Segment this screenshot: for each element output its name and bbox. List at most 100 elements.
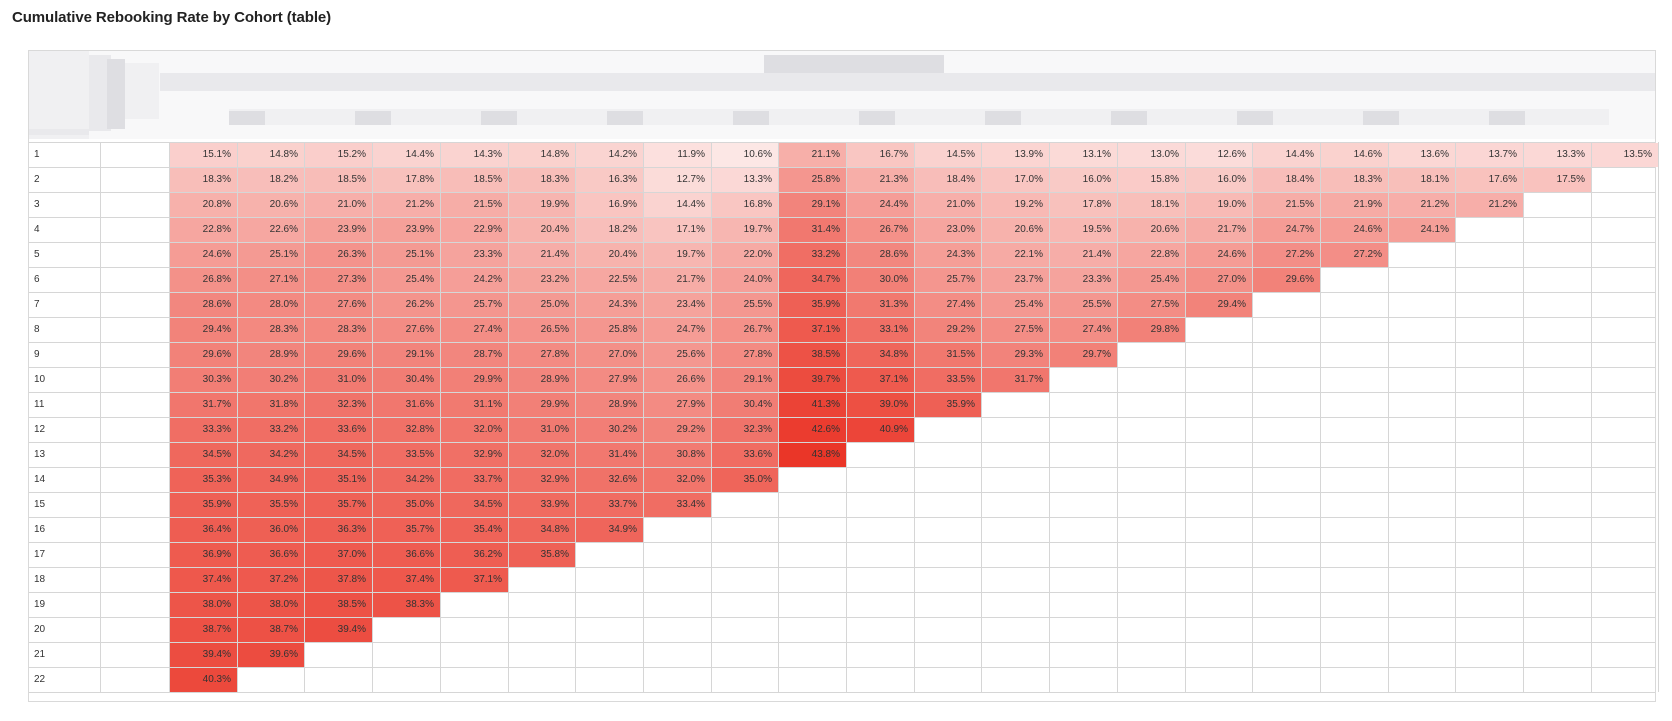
heatmap-cell: 17.1% (644, 218, 711, 242)
heatmap-cell: 26.7% (712, 318, 778, 342)
heatmap-cell: 28.9% (238, 343, 304, 367)
heatmap-cell: 14.8% (509, 143, 575, 167)
heatmap-cell: 23.9% (305, 218, 372, 242)
heatmap-cell: 33.2% (779, 243, 846, 267)
heatmap-cell: 18.5% (305, 168, 372, 192)
heatmap-cell: 17.8% (373, 168, 440, 192)
heatmap-cell: 33.2% (238, 418, 304, 442)
heatmap-cell: 35.7% (305, 493, 372, 517)
heatmap-cell: 25.7% (915, 268, 981, 292)
heatmap-cell: 21.5% (441, 193, 508, 217)
cohort-row-label: 1 (34, 149, 40, 160)
heatmap-cell: 43.8% (779, 443, 846, 467)
heatmap-cell: 22.5% (576, 268, 643, 292)
heatmap-cell: 26.2% (373, 293, 440, 317)
heatmap-cell: 15.2% (305, 143, 372, 167)
heatmap-cell: 33.7% (441, 468, 508, 492)
heatmap-cell: 21.5% (1253, 193, 1320, 217)
heatmap-cell: 17.0% (982, 168, 1049, 192)
heatmap-cell: 29.6% (170, 343, 237, 367)
heatmap-cell: 27.0% (576, 343, 643, 367)
cohort-row-label: 8 (34, 324, 40, 335)
heatmap-cell: 30.3% (170, 368, 237, 392)
heatmap-cell: 28.6% (847, 243, 914, 267)
cohort-row-label: 15 (34, 499, 46, 510)
cohort-table-frame (28, 50, 1656, 702)
heatmap-cell: 24.6% (170, 243, 237, 267)
heatmap-cell: 20.4% (509, 218, 575, 242)
cohort-row-label: 16 (34, 524, 46, 535)
table-row-divider (29, 392, 1655, 393)
heatmap-cell: 12.6% (1186, 143, 1252, 167)
heatmap-cell: 31.1% (441, 393, 508, 417)
table-column-divider (1320, 142, 1321, 692)
heatmap-cell: 38.3% (373, 593, 440, 617)
heatmap-cell: 25.4% (1118, 268, 1185, 292)
cohort-row-label: 4 (34, 224, 40, 235)
table-row-divider (29, 142, 1655, 143)
heatmap-cell: 31.4% (779, 218, 846, 242)
heatmap-cell: 37.4% (373, 568, 440, 592)
heatmap-cell: 18.4% (915, 168, 981, 192)
heatmap-cell: 32.9% (441, 443, 508, 467)
heatmap-cell: 18.3% (509, 168, 575, 192)
heatmap-cell: 13.0% (1118, 143, 1185, 167)
heatmap-cell: 34.5% (441, 493, 508, 517)
heatmap-cell: 16.0% (1186, 168, 1252, 192)
heatmap-cell: 25.5% (1050, 293, 1117, 317)
heatmap-cell: 36.3% (305, 518, 372, 542)
table-column-divider (1049, 142, 1050, 692)
heatmap-cell: 38.7% (238, 618, 304, 642)
heatmap-cell: 18.3% (1321, 168, 1388, 192)
table-row-divider (29, 442, 1655, 443)
heatmap-cell: 30.4% (373, 368, 440, 392)
heatmap-cell: 32.6% (576, 468, 643, 492)
heatmap-cell: 38.0% (238, 593, 304, 617)
heatmap-cell: 27.6% (305, 293, 372, 317)
table-column-divider (778, 142, 779, 692)
heatmap-cell: 35.1% (305, 468, 372, 492)
heatmap-cell: 25.0% (509, 293, 575, 317)
table-row-divider (29, 642, 1655, 643)
heatmap-cell: 18.2% (576, 218, 643, 242)
heatmap-cell: 25.6% (644, 343, 711, 367)
cohort-row-label: 5 (34, 249, 40, 260)
heatmap-cell: 27.5% (1118, 293, 1185, 317)
table-row-divider (29, 317, 1655, 318)
heatmap-cell: 22.9% (441, 218, 508, 242)
heatmap-cell: 18.1% (1118, 193, 1185, 217)
table-column-divider (237, 142, 238, 692)
heatmap-cell: 29.8% (1118, 318, 1185, 342)
cohort-row-label: 2 (34, 174, 40, 185)
heatmap-cell: 28.7% (441, 343, 508, 367)
heatmap-cell: 20.6% (238, 193, 304, 217)
heatmap-cell: 28.9% (576, 393, 643, 417)
heatmap-cell: 31.4% (576, 443, 643, 467)
heatmap-cell: 22.1% (982, 243, 1049, 267)
table-header-blurred (29, 51, 1655, 139)
heatmap-cell: 31.5% (915, 343, 981, 367)
heatmap-cell: 37.1% (441, 568, 508, 592)
heatmap-cell: 34.9% (576, 518, 643, 542)
heatmap-cell: 24.3% (576, 293, 643, 317)
heatmap-cell: 28.6% (170, 293, 237, 317)
heatmap-cell: 14.8% (238, 143, 304, 167)
heatmap-cell: 19.7% (712, 218, 778, 242)
heatmap-cell: 27.4% (1050, 318, 1117, 342)
heatmap-cell: 29.9% (441, 368, 508, 392)
table-column-divider (1523, 142, 1524, 692)
table-column-divider (981, 142, 982, 692)
heatmap-cell: 16.7% (847, 143, 914, 167)
heatmap-cell: 24.3% (915, 243, 981, 267)
heatmap-cell: 12.7% (644, 168, 711, 192)
heatmap-cell: 19.7% (644, 243, 711, 267)
heatmap-cell: 23.3% (441, 243, 508, 267)
heatmap-cell: 34.5% (170, 443, 237, 467)
heatmap-cell: 32.0% (644, 468, 711, 492)
heatmap-cell: 32.9% (509, 468, 575, 492)
heatmap-cell: 18.3% (170, 168, 237, 192)
heatmap-cell: 29.2% (915, 318, 981, 342)
heatmap-cell: 10.6% (712, 143, 778, 167)
table-column-divider (1455, 142, 1456, 692)
heatmap-cell: 35.0% (712, 468, 778, 492)
